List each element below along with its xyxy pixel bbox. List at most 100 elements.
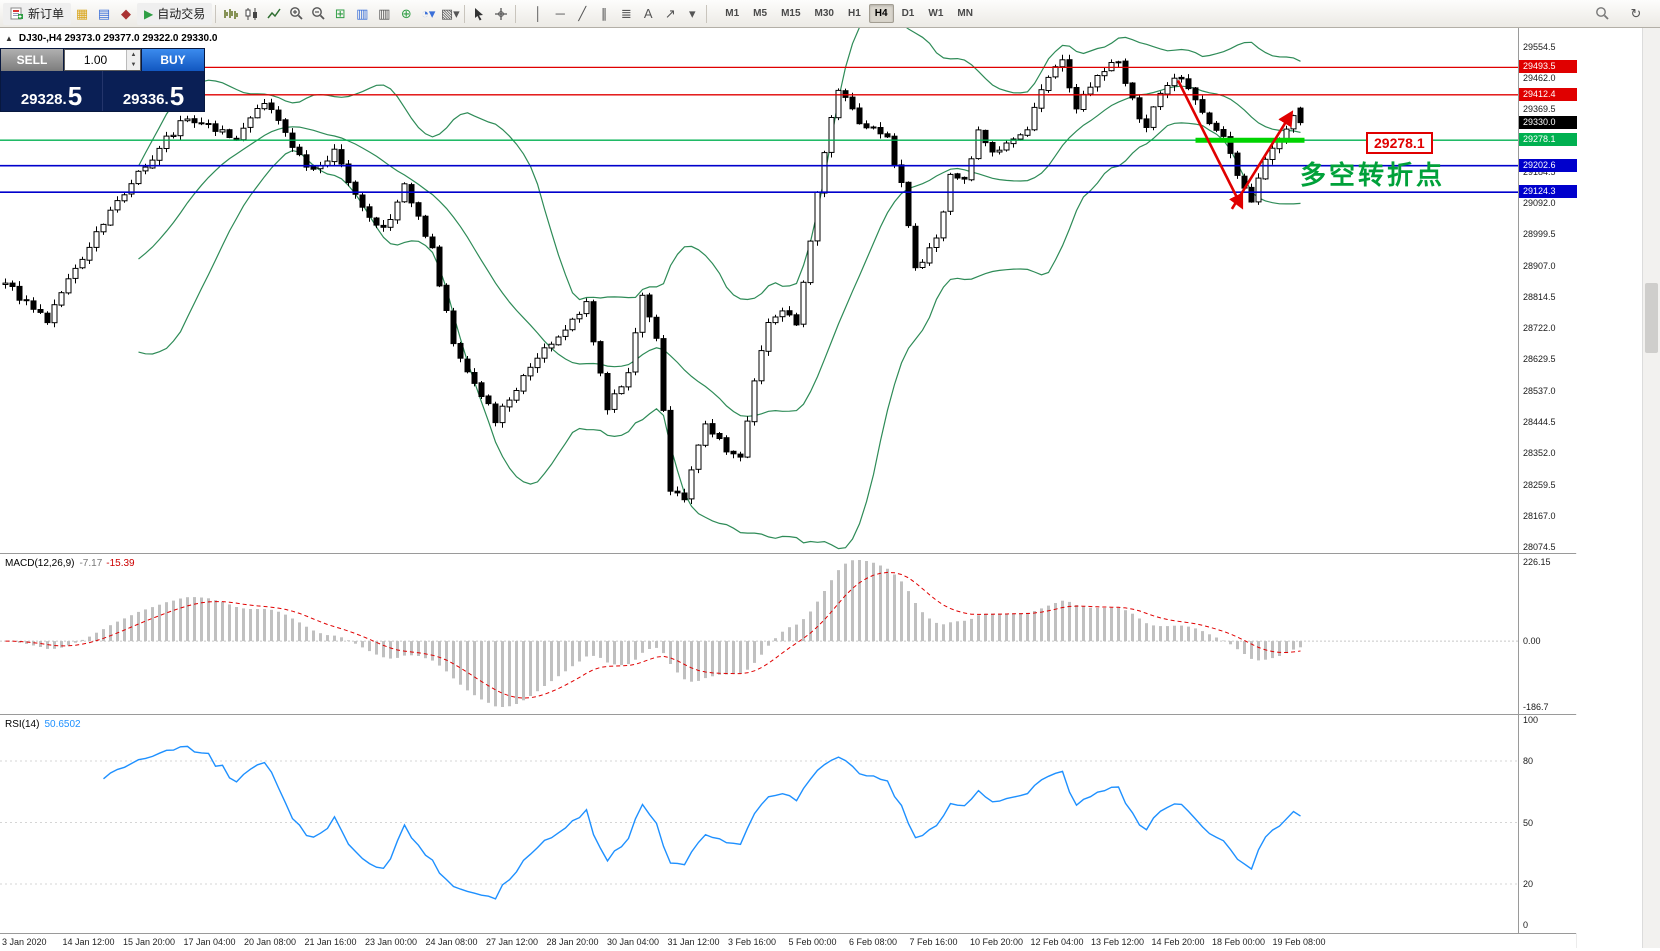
- time-axis-label: 10 Feb 20:00: [970, 937, 1024, 947]
- time-axis-label: 3 Feb 16:00: [728, 937, 777, 947]
- symbol-info: ▲ DJ30-,H4 29373.0 29377.0 29322.0 29330…: [5, 33, 217, 44]
- toolbar: 新订单 ▦ ▤ ◆ ▶ 自动交易 ⊞ ▥ ▥ ⊕ ◔▾ ▧▾ │: [0, 0, 1660, 28]
- new-order-label: 新订单: [28, 7, 65, 21]
- lot-spinner-up-icon[interactable]: ▲: [127, 50, 140, 60]
- bar-chart-icon[interactable]: [219, 3, 241, 25]
- new-order-icon: [10, 7, 23, 20]
- rsi-panel: RSI(14) 50.6502 100 80 50 20 0: [0, 715, 1579, 934]
- timeframe-m1[interactable]: M1: [725, 8, 740, 19]
- cursor-icon[interactable]: [468, 3, 490, 25]
- trendline-icon[interactable]: ╱: [578, 5, 587, 21]
- lot-size-input[interactable]: [65, 50, 126, 70]
- auto-trading-play-icon: ▶: [144, 6, 154, 21]
- profile-icon[interactable]: ▤: [97, 5, 111, 21]
- line-chart-icon[interactable]: [263, 3, 285, 25]
- trend-arrow-2[interactable]: [1230, 110, 1294, 210]
- buy-price[interactable]: 29336. 5: [122, 81, 185, 111]
- bollinger-middle-line: [138, 85, 1301, 417]
- price-axis-label: 28537.0: [1523, 385, 1556, 396]
- rsi-line: [103, 745, 1301, 900]
- rsi-label: RSI(14) 50.6502: [5, 719, 81, 730]
- price-annotation-box[interactable]: 29278.1: [1366, 132, 1433, 154]
- time-axis-label: 12 Feb 04:00: [1030, 937, 1084, 947]
- price-axis-label: 29462.0: [1523, 73, 1556, 84]
- one-click-collapse-icon[interactable]: ▲: [5, 34, 13, 43]
- price-axis-label: 28814.5: [1523, 291, 1556, 302]
- rsi-chart-svg[interactable]: [0, 715, 1518, 932]
- price-chart-svg[interactable]: [0, 28, 1518, 552]
- shapes-dropdown-icon[interactable]: ▾: [689, 5, 696, 21]
- one-click-trading-panel: SELL ▲▼ BUY 29328. 5 29336.: [0, 48, 205, 112]
- sell-price[interactable]: 29328. 5: [1, 71, 103, 111]
- vertical-line-icon[interactable]: │: [534, 6, 543, 21]
- vertical-scrollbar[interactable]: [1642, 28, 1660, 948]
- buy-button[interactable]: BUY: [141, 49, 204, 71]
- timeframe-d1[interactable]: D1: [901, 8, 915, 19]
- price-axis-label: 28999.5: [1523, 229, 1556, 240]
- toolbar-right-group: ↻: [1591, 3, 1657, 25]
- horizontal-line-icon[interactable]: ─: [555, 6, 565, 21]
- lot-spinner-down-icon[interactable]: ▼: [127, 60, 140, 70]
- tile-windows-icon[interactable]: ⊞: [334, 5, 346, 21]
- fibonacci-icon[interactable]: ≣: [620, 5, 632, 21]
- text-label-icon[interactable]: A: [643, 6, 653, 21]
- crosshair-icon[interactable]: [490, 3, 512, 25]
- auto-trading-label: 自动交易: [157, 7, 206, 21]
- timeframe-mn[interactable]: MN: [957, 8, 973, 19]
- timeframe-w1[interactable]: W1: [928, 8, 944, 19]
- time-axis-label: 7 Feb 16:00: [909, 937, 958, 947]
- sell-button[interactable]: SELL: [1, 49, 64, 71]
- auto-trading-button[interactable]: ▶ 自动交易: [137, 2, 213, 25]
- time-axis-label: 17 Jan 04:00: [183, 937, 236, 947]
- macd-panel: MACD(12,26,9) -7.17 -15.39 226.15 0.00 -186.…: [0, 554, 1579, 715]
- candlestick-chart-icon[interactable]: [241, 3, 263, 25]
- time-axis-label: 23 Jan 00:00: [365, 937, 418, 947]
- pivot-note-text[interactable]: 多空转折点: [1300, 160, 1446, 190]
- macd-axis-label: 226.15: [1523, 557, 1551, 567]
- time-axis-label: 31 Jan 12:00: [667, 937, 720, 947]
- timeframe-m15[interactable]: M15: [781, 8, 801, 19]
- time-axis-label: 28 Jan 20:00: [546, 937, 599, 947]
- timeframe-h4[interactable]: H4: [868, 4, 894, 23]
- rsi-axis-label: 100: [1523, 715, 1539, 725]
- time-axis-label: 3 Jan 2020: [2, 937, 47, 947]
- timeframe-h1[interactable]: H1: [847, 8, 861, 19]
- timeframe-m30[interactable]: M30: [814, 8, 834, 19]
- price-axis-label: 29184.5: [1523, 166, 1556, 177]
- macd-signal-line: [5, 571, 1301, 699]
- bollinger-upper-line: [137, 28, 1301, 301]
- macd-label: MACD(12,26,9) -7.17 -15.39: [5, 558, 135, 569]
- data-window-icon[interactable]: ▥: [356, 5, 369, 21]
- templates-dropdown-icon[interactable]: ▧▾: [440, 5, 460, 21]
- scrollbar-thumb[interactable]: [1645, 283, 1658, 353]
- candlestick-series: [2, 54, 1304, 504]
- price-axis-label: 28259.5: [1523, 479, 1556, 490]
- price-panel: ▲ DJ30-,H4 29373.0 29377.0 29322.0 29330…: [0, 28, 1579, 554]
- zoom-out-icon[interactable]: [307, 3, 329, 25]
- lot-spinner[interactable]: ▲ ▼: [126, 50, 140, 70]
- trend-arrow-1[interactable]: [1176, 79, 1244, 210]
- rsi-axis-label: 80: [1523, 756, 1534, 766]
- price-axis-label: 28907.0: [1523, 260, 1556, 271]
- metaeditor-icon[interactable]: ▦: [75, 5, 89, 21]
- new-order-button[interactable]: 新订单: [3, 2, 72, 25]
- alerts-icon[interactable]: ◆: [121, 5, 132, 21]
- add-indicator-icon[interactable]: ⊕: [400, 5, 412, 21]
- macd-chart-svg[interactable]: [0, 554, 1518, 713]
- price-axis-label: 28722.0: [1523, 323, 1556, 334]
- time-axis-label: 27 Jan 12:00: [486, 937, 539, 947]
- rsi-axis-label: 50: [1523, 817, 1534, 828]
- time-axis-label: 14 Feb 20:00: [1151, 937, 1205, 947]
- macd-histogram: [11, 560, 1302, 707]
- timeframe-m5[interactable]: M5: [753, 8, 768, 19]
- search-icon[interactable]: [1591, 3, 1613, 25]
- strategy-tester-icon[interactable]: ▥: [378, 5, 391, 21]
- community-icon[interactable]: ↻: [1630, 5, 1642, 21]
- macd-axis: 226.15 0.00 -186.7: [1518, 554, 1579, 714]
- equidistant-channel-icon[interactable]: ∥: [601, 5, 608, 21]
- arrow-object-icon[interactable]: ↗: [664, 5, 676, 21]
- time-axis-label: 24 Jan 08:00: [425, 937, 478, 947]
- period-dropdown-icon[interactable]: ◔▾: [421, 5, 436, 21]
- level-price-label: 29412.4: [1519, 87, 1577, 101]
- zoom-in-icon[interactable]: [285, 3, 307, 25]
